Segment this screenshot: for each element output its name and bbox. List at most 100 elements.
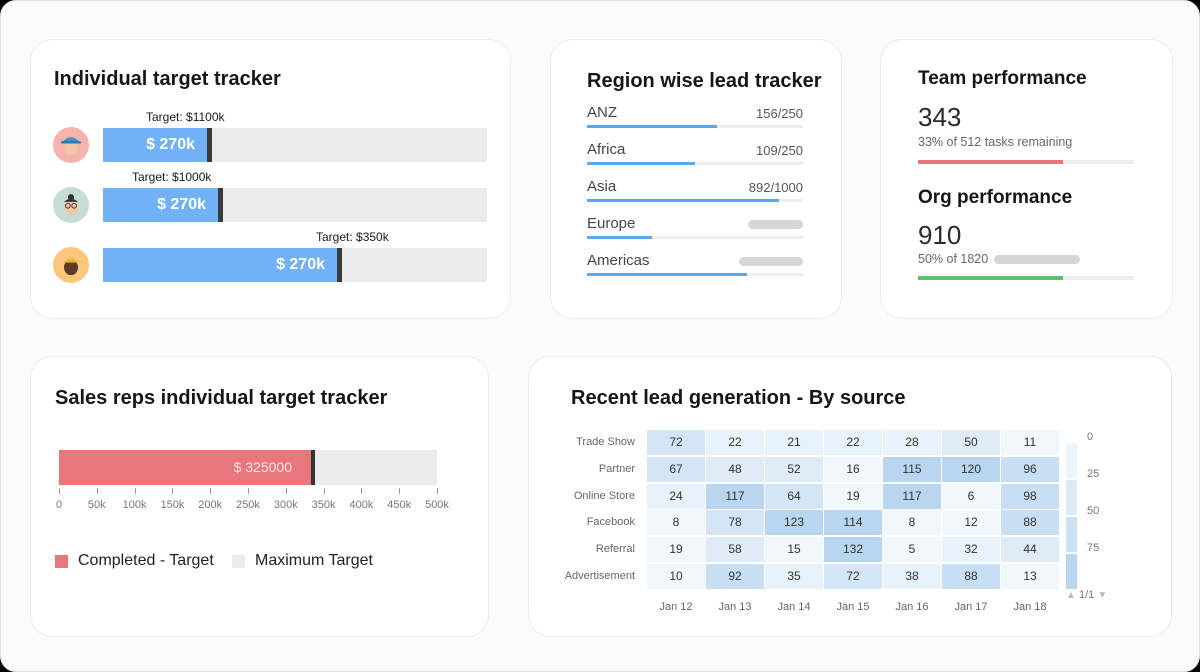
region-progress [587,236,803,239]
heatmap-cell[interactable]: 11 [1001,430,1059,455]
page-down-icon[interactable]: ▼ [1097,590,1108,601]
heatmap-cell[interactable]: 120 [942,456,1000,482]
target-marker [311,450,315,485]
loading-skeleton [739,257,803,266]
heatmap-cell[interactable]: 88 [1001,510,1059,536]
x-tick [172,488,174,494]
region-count: 156/250 [756,106,803,121]
team-performance-title: Team performance [918,68,1087,89]
heatmap-cell[interactable]: 24 [647,483,705,509]
heatmap-cell[interactable]: 44 [1001,537,1059,563]
x-tick-label: 300k [273,499,298,511]
heatmap-cell[interactable]: 58 [706,537,764,563]
region-progress [587,162,803,165]
heatmap-cell[interactable]: 32 [942,537,1000,563]
heatmap-cell[interactable]: 92 [706,564,764,589]
region-lead-tracker-card: Region wise lead tracker ANZ 156/250 Afric… [550,39,842,319]
progress-track: $ 270k [103,248,487,282]
x-tick [248,488,249,494]
heatmap-cell[interactable]: 15 [765,537,823,563]
org-performance-title: Org performance [918,187,1073,208]
card-title: Region wise lead tracker [587,70,822,92]
avatar-hat-man-icon [53,127,89,163]
legend-color-segment [1066,480,1077,515]
region-row-europe[interactable]: Europe [587,215,803,252]
x-tick [437,488,438,494]
region-progress-fill [587,199,780,202]
progress-fill[interactable]: $ 270k [103,248,337,282]
x-tick-label: 500k [425,499,449,511]
heatmap-cell[interactable]: 21 [765,430,823,455]
target-marker [218,188,223,222]
x-tick [134,488,136,494]
avatar-glasses-man-icon [53,187,89,223]
heatmap-cell[interactable]: 88 [942,564,1000,589]
heatmap-cell[interactable]: 12 [942,510,1000,536]
region-row-africa[interactable]: Africa 109/250 [587,141,803,178]
heatmap-cell[interactable]: 38 [883,564,941,589]
heatmap-cell[interactable]: 123 [765,510,823,536]
legend-swatch [232,554,245,568]
region-row-americas[interactable]: Americas [587,252,803,289]
heatmap-cell[interactable]: 16 [824,456,882,482]
heatmap-cell[interactable]: 117 [706,483,764,509]
heatmap-cell[interactable]: 22 [706,430,764,455]
heatmap-cell[interactable]: 132 [824,537,882,563]
heatmap-col-label: Jan 16 [895,600,929,613]
x-tick-label: 200k [198,499,223,511]
legend-label: Completed - Target [78,552,214,569]
x-tick-label: 0 [55,499,63,511]
heatmap-cell[interactable]: 48 [706,456,764,482]
region-row-asia[interactable]: Asia 892/1000 [587,178,803,215]
x-tick-label: 150k [160,499,185,511]
heatmap-cell[interactable]: 78 [706,510,764,536]
x-tick-label: 450k [387,499,412,511]
region-row-anz[interactable]: ANZ 156/250 [587,104,803,141]
heatmap-cell[interactable]: 64 [765,483,823,509]
heatmap-cell[interactable]: 19 [824,483,882,509]
achieved-value: $ 270k [157,196,206,213]
heatmap-cell[interactable]: 72 [824,564,882,589]
heatmap-cell[interactable]: 98 [1001,483,1059,509]
heatmap-cell[interactable]: 52 [765,456,823,482]
legend-completed[interactable]: Completed - Target [55,552,214,570]
heatmap-row-label: Partner [598,462,635,475]
x-tick-label: 350k [311,499,336,511]
region-name: Asia [587,178,617,195]
heatmap-cell[interactable]: 6 [942,483,1000,509]
legend-color-segment [1066,554,1077,589]
legend-maximum[interactable]: Maximum Target [232,552,373,570]
region-progress [587,273,803,276]
heatmap-cell[interactable]: 8 [647,510,705,536]
heatmap-cell[interactable]: 19 [647,537,705,563]
heatmap-cell[interactable]: 117 [883,483,941,509]
heatmap-cell[interactable]: 5 [883,537,941,563]
card-title: Recent lead generation - By source [571,387,906,409]
region-progress [587,199,803,202]
completed-bar[interactable]: $ 325000 [59,450,312,485]
sales-target-bar: $ 325000 [59,450,437,485]
progress-fill[interactable]: $ 270k [103,188,218,222]
heatmap-cell[interactable]: 96 [1001,456,1059,482]
sales-reps-target-card: Sales reps individual target tracker $ 3… [30,356,489,637]
region-progress-fill [587,273,747,276]
region-name: Americas [587,252,650,269]
heatmap-cell[interactable]: 10 [647,564,705,589]
heatmap-cell[interactable]: 114 [824,510,882,536]
heatmap-cell[interactable]: 67 [647,456,705,482]
heatmap-cell[interactable]: 115 [883,456,941,482]
heatmap-cell[interactable]: 28 [883,430,941,455]
heatmap-cell[interactable]: 72 [647,430,705,455]
heatmap-cell[interactable]: 22 [824,430,882,455]
heatmap-cell[interactable]: 13 [1001,564,1059,589]
heatmap-cell[interactable]: 35 [765,564,823,589]
progress-fill[interactable]: $ 270k [103,128,207,162]
region-progress-fill [587,125,717,128]
heatmap-cell[interactable]: 8 [883,510,941,536]
org-performance-value: 910 [918,220,962,250]
heatmap-cell[interactable]: 50 [942,430,1000,455]
heatmap-col-label: Jan 17 [954,600,988,613]
page-up-icon[interactable]: ▲ [1066,590,1076,601]
heatmap-col-label: Jan 18 [1013,600,1047,613]
